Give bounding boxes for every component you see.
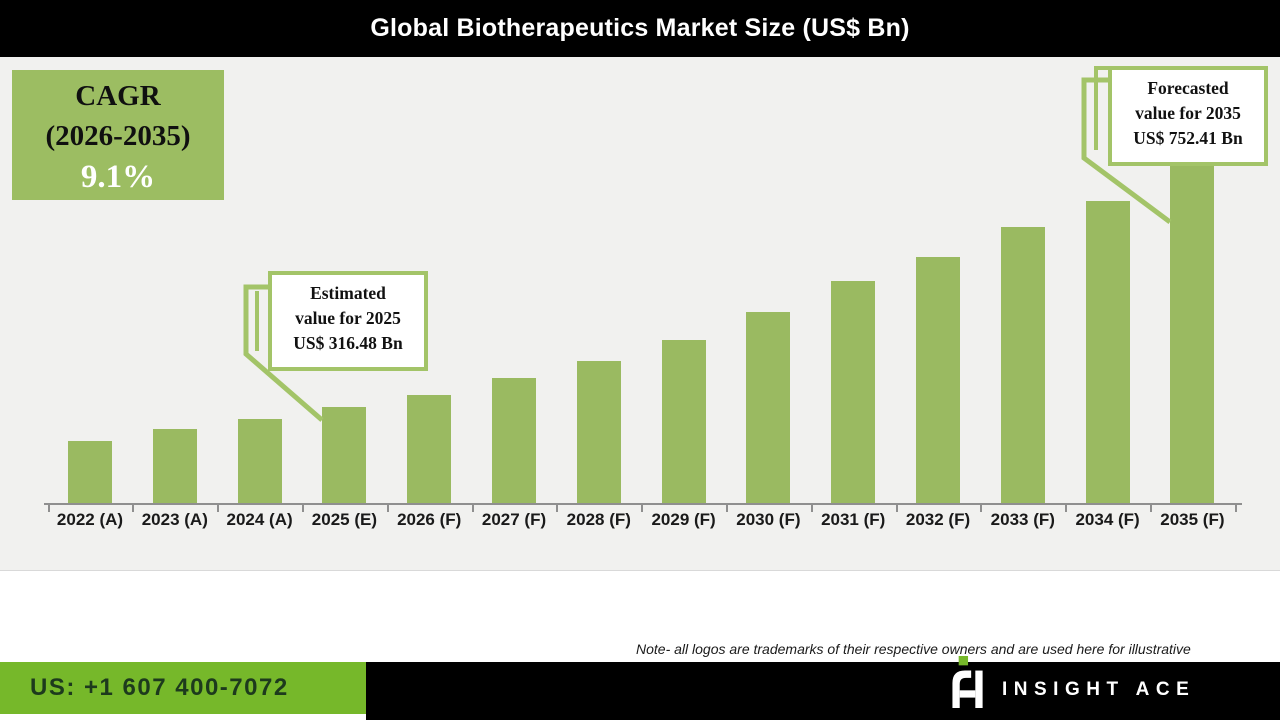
- footer-bar: US: +1 607 400-7072: [0, 662, 1280, 720]
- chart-title: Global Biotherapeutics Market Size (US$ …: [370, 14, 910, 42]
- bar-2026-f: [407, 395, 452, 503]
- bar-2034-f: [1085, 201, 1130, 503]
- x-axis-tick: [1065, 503, 1068, 512]
- x-axis-tick: [556, 503, 559, 512]
- x-axis-tick: [471, 503, 474, 512]
- estimated-line1: Estimated: [310, 283, 386, 303]
- estimated-line2: value for 2025: [295, 308, 401, 328]
- forecast-line1: Forecasted: [1147, 78, 1229, 98]
- cagr-title: CAGR: [75, 80, 161, 112]
- bar-2031-f: [831, 281, 876, 503]
- x-axis-label: 2034 (F): [1075, 510, 1140, 529]
- bar-2023-a: [152, 429, 197, 503]
- x-axis-label: 2028 (F): [566, 510, 631, 529]
- bar-2024-a: [237, 419, 282, 503]
- x-axis-label: 2031 (F): [821, 510, 886, 529]
- bar-2022-a: [68, 441, 112, 503]
- x-axis-tick: [47, 503, 50, 512]
- contributors-strip: Market Contributors: abbvie Lilly aegis …: [0, 570, 1280, 663]
- forecast-value-callout: Forecasted value for 2035 US$ 752.41 Bn: [1108, 66, 1268, 166]
- cagr-value: 9.1%: [80, 159, 156, 195]
- bar-2029-f: [661, 340, 706, 503]
- x-axis-label: 2032 (F): [905, 510, 971, 529]
- x-axis-label: 2023 (A): [141, 510, 208, 529]
- phone-box: US: +1 607 400-7072: [0, 662, 366, 714]
- forecast-value: US$ 752.41 Bn: [1133, 128, 1243, 148]
- x-axis-label: 2033 (F): [990, 510, 1055, 529]
- x-axis-label: 2035 (F): [1160, 510, 1225, 529]
- title-bar: Global Biotherapeutics Market Size (US$ …: [0, 0, 1280, 57]
- bar-2027-f: [492, 378, 536, 503]
- cagr-period: (2026-2035): [45, 120, 191, 152]
- x-axis-tick: [641, 503, 644, 512]
- x-axis-tick: [302, 503, 304, 512]
- insight-ace-brand: INSIGHT ACE ANALYTIC: [1002, 679, 1196, 700]
- x-axis-tick: [980, 503, 983, 512]
- bar-2030-f: [746, 312, 791, 503]
- phone-number: US: +1 607 400-7072: [30, 674, 289, 701]
- bar-2033-f: [1000, 227, 1045, 503]
- x-axis-tick: [386, 503, 389, 512]
- x-axis-label: 2030 (F): [736, 510, 801, 529]
- x-axis-label: 2022 (A): [56, 510, 124, 529]
- x-axis-label: 2026 (F): [397, 510, 462, 529]
- estimated-value: US$ 316.48 Bn: [293, 333, 403, 353]
- forecast-line2: value for 2035: [1135, 103, 1241, 123]
- bar-2028-f: [576, 361, 621, 503]
- x-axis-label: 2027 (F): [481, 510, 547, 529]
- x-axis-tick: [1234, 503, 1237, 512]
- x-axis-label: 2029 (F): [651, 510, 716, 529]
- x-axis-label: 2025 (E): [311, 510, 377, 529]
- estimated-value-callout: Estimated value for 2025 US$ 316.48 Bn: [268, 271, 428, 371]
- bar-2025-e: [322, 407, 367, 503]
- x-axis-tick: [132, 503, 135, 512]
- x-axis-label: 2024 (A): [226, 510, 293, 529]
- x-axis-tick: [810, 503, 813, 512]
- cagr-box: CAGR (2026-2035) 9.1%: [12, 70, 224, 200]
- x-axis-line: [44, 503, 1242, 505]
- footer-divider: [0, 714, 366, 720]
- x-axis-tick: [217, 503, 220, 512]
- x-axis-tick: [726, 503, 728, 512]
- bar-2032-f: [916, 257, 960, 503]
- bar-2035-f: [1170, 161, 1215, 503]
- insight-ace-logo-icon: [950, 656, 984, 713]
- x-axis-tick: [1150, 503, 1152, 512]
- x-axis-tick: [895, 503, 898, 512]
